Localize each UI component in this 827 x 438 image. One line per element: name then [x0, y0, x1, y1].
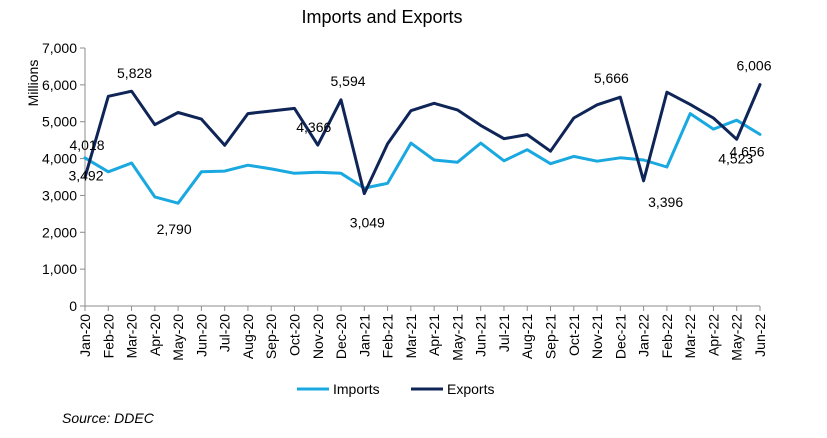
data-label: 3,049 [350, 215, 385, 231]
x-tick-label: Aug-20 [240, 314, 256, 359]
x-tick-label: Apr-21 [426, 314, 442, 356]
legend-label: Imports [333, 381, 380, 397]
y-tick-label: 4,000 [42, 151, 77, 167]
data-label: 2,790 [157, 221, 192, 237]
data-label: 5,666 [594, 70, 629, 86]
x-tick-label: May-21 [449, 314, 465, 361]
x-tick-label: May-22 [729, 314, 745, 361]
y-tick-label: 0 [69, 298, 77, 314]
axes: 0 1,000 2,000 3,000 4,000 5,000 6,000 7,000 Jan-… [42, 40, 768, 361]
x-tick-label: Sep-20 [263, 314, 279, 359]
x-tick-label: Jan-20 [77, 314, 93, 357]
legend: Imports Exports [297, 381, 494, 397]
x-tick-label: Jan-21 [356, 314, 372, 357]
x-tick-label: Nov-20 [310, 314, 326, 359]
y-tick-label: 7,000 [42, 40, 77, 56]
x-tick-label: Mar-22 [682, 314, 698, 359]
x-tick-label: May-20 [170, 314, 186, 361]
y-tick-label: 6,000 [42, 77, 77, 93]
data-label: 4,018 [69, 137, 104, 153]
x-tick-label: Feb-20 [100, 314, 116, 359]
legend-label: Exports [447, 381, 494, 397]
x-tick-label: Nov-21 [589, 314, 605, 359]
chart-title: Imports and Exports [301, 7, 462, 27]
x-tick-label: Jun-20 [193, 314, 209, 357]
x-tick-label: Jun-22 [752, 314, 768, 357]
x-tick-label: Feb-22 [659, 314, 675, 359]
x-tick-label: Mar-21 [403, 314, 419, 359]
y-tick-label: 2,000 [42, 224, 77, 240]
x-tick-label: Dec-20 [333, 314, 349, 359]
x-tick-label: Feb-21 [380, 314, 396, 359]
y-tick-label: 1,000 [42, 261, 77, 277]
x-tick-label: Apr-22 [705, 314, 721, 356]
x-tick-label: Jan-22 [636, 314, 652, 357]
x-tick-label: Jul-20 [217, 314, 233, 352]
data-label: 3,396 [648, 194, 683, 210]
x-tick-label: Oct-21 [566, 314, 582, 356]
x-tick-label: Jun-21 [473, 314, 489, 357]
data-label: 4,366 [296, 119, 331, 135]
y-axis-label: Millions [25, 60, 41, 107]
series-layer [83, 83, 762, 205]
x-tick-label: Jul-21 [496, 314, 512, 352]
y-tick-label: 5,000 [42, 114, 77, 130]
data-label: 5,828 [117, 65, 152, 81]
exports-series-line [83, 83, 762, 196]
data-label: 6,006 [736, 58, 771, 74]
y-tick-label: 3,000 [42, 187, 77, 203]
data-label: 4,656 [729, 143, 764, 159]
x-tick-label: Aug-21 [519, 314, 535, 359]
x-tick-label: Dec-21 [612, 314, 628, 359]
data-labels: 4,018 3,492 5,828 2,790 4,366 5,594 3,049 5,666… [68, 58, 771, 238]
x-tick-label: Mar-20 [124, 314, 140, 359]
x-tick-label: Sep-21 [543, 314, 559, 359]
data-label: 5,594 [331, 73, 366, 89]
data-label: 4,523 [718, 150, 753, 166]
x-tick-label: Apr-20 [147, 314, 163, 356]
source-note: Source: DDEC [62, 410, 154, 426]
x-tick-label: Oct-20 [286, 314, 302, 356]
data-label: 3,492 [68, 167, 103, 183]
